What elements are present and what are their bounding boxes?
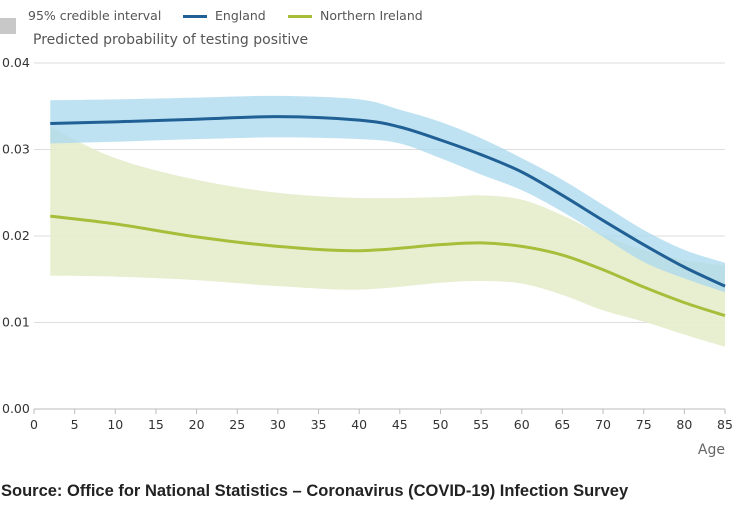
northern-ireland-swatch	[288, 15, 312, 18]
ci-band-northern-ireland	[50, 127, 725, 347]
ci-swatch	[0, 18, 16, 34]
legend-england[interactable]: England	[183, 8, 266, 23]
y-tick-label: 0.01	[2, 315, 30, 330]
y-tick-label: 0.04	[2, 55, 30, 70]
x-tick-label: 15	[148, 417, 164, 432]
legend-ni-label: Northern Ireland	[320, 8, 423, 23]
y-tick-label: 0.02	[2, 228, 30, 243]
x-tick-label: 25	[229, 417, 245, 432]
x-tick-label: 0	[30, 417, 38, 432]
x-tick-label: 40	[351, 417, 367, 432]
x-tick-label: 20	[189, 417, 205, 432]
x-tick-label: 30	[270, 417, 286, 432]
y-tick-label: 0.03	[2, 142, 30, 157]
x-tick-label: 60	[514, 417, 530, 432]
x-tick-label: 35	[311, 417, 327, 432]
x-tick-label: 85	[717, 417, 733, 432]
england-swatch	[183, 15, 207, 18]
x-tick-label: 55	[473, 417, 489, 432]
source-note: Source: Office for National Statistics –…	[1, 482, 629, 500]
x-tick-label: 65	[554, 417, 570, 432]
x-tick-label: 5	[71, 417, 79, 432]
legend-ci: 95% credible interval	[28, 8, 162, 23]
x-tick-label: 45	[392, 417, 408, 432]
chart: 0.00 0.01 0.02 0.03 0.04 0 5 10 15 20 25 30 35 40 45 50…	[2, 55, 733, 458]
x-tick-label: 75	[636, 417, 652, 432]
x-axis-title: Age	[698, 442, 725, 458]
x-tick-label: 70	[595, 417, 611, 432]
y-axis-title: Predicted probability of testing positiv…	[33, 32, 309, 48]
ci-band-england	[50, 95, 725, 293]
x-tick-label: 80	[676, 417, 692, 432]
line-northern-ireland	[50, 214, 726, 318]
y-tick-label: 0.00	[2, 401, 30, 416]
legend-england-label: England	[215, 8, 266, 23]
x-tick-label: 10	[107, 417, 123, 432]
legend-northern-ireland[interactable]: Northern Ireland	[288, 8, 423, 23]
line-england	[50, 115, 726, 288]
x-tick-label: 50	[433, 417, 449, 432]
